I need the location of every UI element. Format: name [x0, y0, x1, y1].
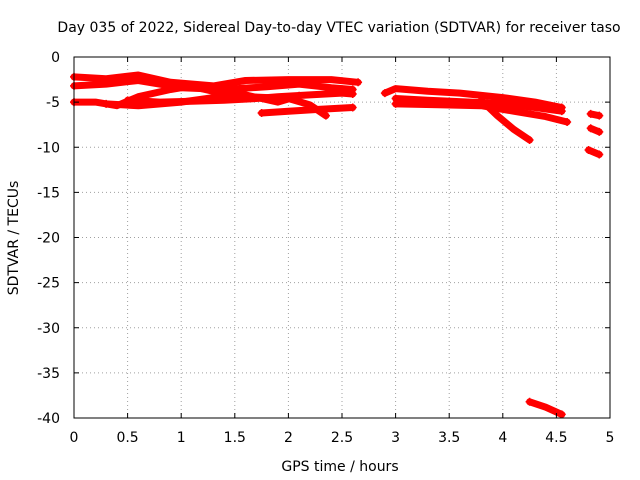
series-trace	[102, 93, 330, 120]
series-trace	[526, 398, 566, 418]
series-track-7	[257, 103, 357, 117]
y-tick-label: -20	[37, 231, 60, 247]
y-tick-label: -40	[37, 411, 60, 427]
y-tick-label: -10	[37, 140, 60, 156]
series-track-11	[477, 96, 534, 145]
series-trace	[477, 96, 534, 144]
y-tick-label: -5	[46, 95, 60, 111]
data-point-marker	[102, 99, 111, 108]
data-point-marker	[348, 103, 357, 112]
data-point-marker	[557, 410, 566, 419]
data-point-marker	[595, 150, 604, 159]
x-tick-label: 0	[70, 430, 79, 446]
data-point-marker	[380, 89, 389, 98]
data-point-marker	[595, 127, 604, 136]
series-track-15	[584, 145, 604, 159]
y-tick-label: -35	[37, 366, 60, 382]
series-layer	[70, 71, 604, 419]
y-axis-label: SDTVAR / TECUs	[6, 181, 22, 296]
y-tick-label: -25	[37, 276, 60, 292]
y-tick-label: -30	[37, 321, 60, 337]
x-tick-label: 4	[498, 430, 507, 446]
y-tick-label: 0	[51, 50, 60, 66]
data-point-marker	[595, 111, 604, 120]
x-tick-label: 3	[391, 430, 400, 446]
data-point-marker	[391, 99, 400, 108]
data-point-marker	[525, 136, 534, 145]
tick-layer: 0 0.5 1 1.5 2 2.5 3 3.5 4 4.5 5 0 -5 -10 -15 -20 -25 -30 -…	[37, 50, 614, 446]
chart-title: Day 035 of 2022, Sidereal Day-to-day VTE…	[57, 20, 620, 36]
data-point-marker	[525, 397, 534, 406]
series-track-12	[525, 397, 566, 419]
x-tick-label: 1	[177, 430, 186, 446]
x-tick-label: 2	[284, 430, 293, 446]
data-point-marker	[348, 90, 357, 99]
x-tick-label: 4.5	[545, 430, 567, 446]
data-point-marker	[557, 107, 566, 116]
x-tick-label: 1.5	[224, 430, 246, 446]
data-point-marker	[586, 124, 595, 133]
x-tick-label: 2.5	[331, 430, 353, 446]
x-axis-label: GPS time / hours	[281, 459, 398, 475]
series-trace	[177, 80, 303, 106]
series-track-13	[586, 109, 604, 120]
data-point-marker	[563, 117, 572, 126]
data-point-marker	[584, 145, 593, 154]
x-tick-label: 3.5	[438, 430, 460, 446]
series-track-14	[586, 124, 604, 136]
series-trace	[258, 104, 357, 117]
x-tick-label: 5	[606, 430, 615, 446]
data-point-marker	[321, 111, 330, 120]
series-track-10	[391, 99, 572, 126]
data-point-marker	[295, 91, 304, 100]
data-point-marker	[354, 78, 363, 87]
series-trace	[392, 100, 571, 126]
data-point-marker	[257, 108, 266, 117]
series-track-5	[102, 93, 330, 120]
x-tick-label: 0.5	[116, 430, 138, 446]
data-point-marker	[586, 109, 595, 118]
data-point-marker	[177, 80, 186, 89]
data-point-marker	[477, 96, 486, 105]
series-trace	[381, 85, 566, 111]
grid-layer	[74, 57, 610, 418]
series-track-6	[177, 80, 304, 106]
y-tick-label: -15	[37, 185, 60, 201]
